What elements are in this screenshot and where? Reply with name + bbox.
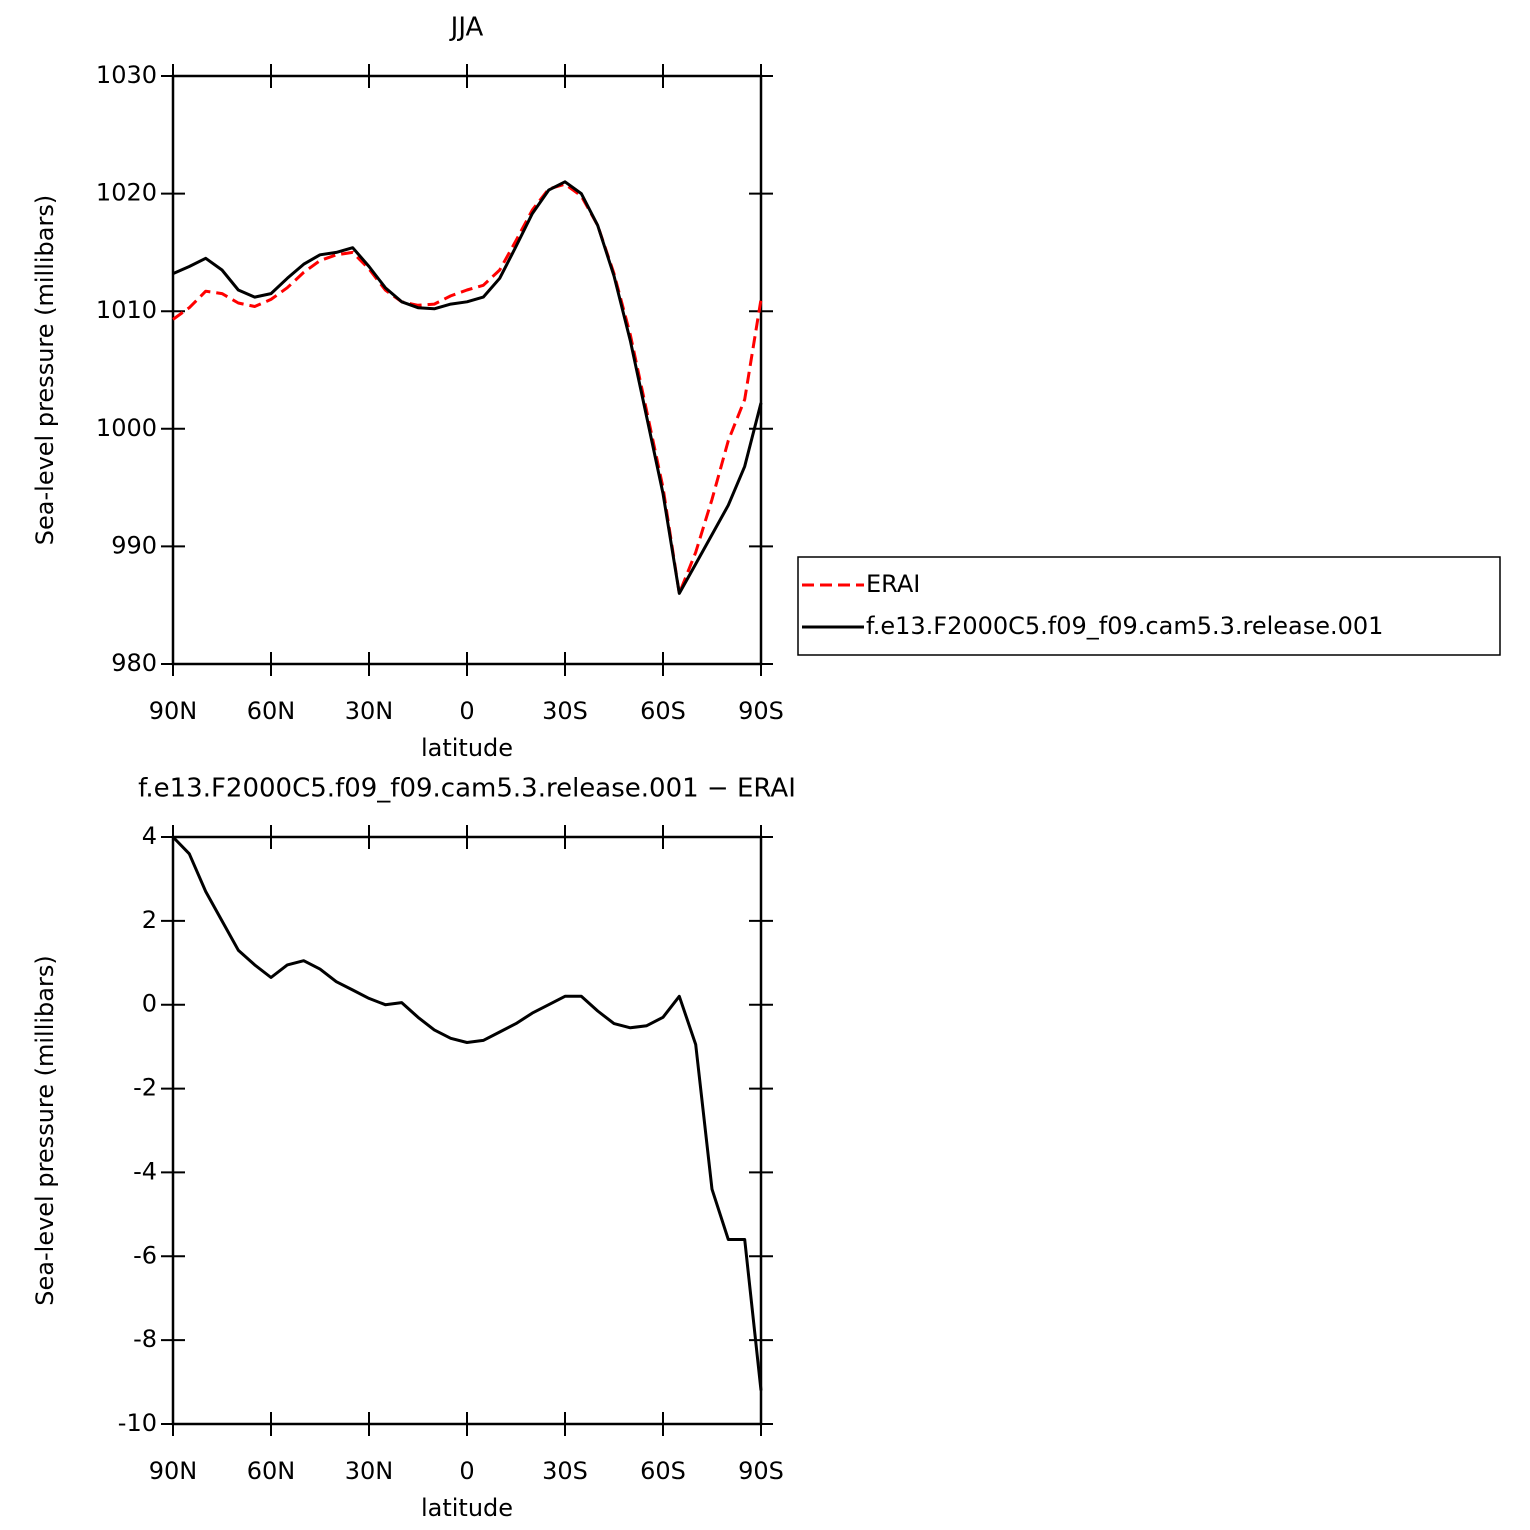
- y-tick-label: 1010: [96, 296, 157, 324]
- x-tick-label: 90N: [149, 1457, 198, 1485]
- y-tick-label: -2: [133, 1074, 157, 1102]
- x-tick-label: 0: [459, 1457, 474, 1485]
- y-tick-label: 2: [142, 906, 157, 934]
- y-tick-label: 0: [142, 990, 157, 1018]
- y-tick-label: -6: [133, 1241, 157, 1269]
- y-axis-label: Sea-level pressure (millibars): [31, 955, 59, 1305]
- x-tick-label: 90S: [738, 1457, 784, 1485]
- x-tick-label: 60N: [247, 1457, 296, 1485]
- data-line: [172, 180, 763, 595]
- data-line: [171, 835, 763, 1391]
- chart-title: f.e13.F2000C5.f09_f09.cam5.3.release.001…: [138, 774, 796, 804]
- legend-label: ERAI: [866, 570, 920, 598]
- y-tick-label: 990: [111, 531, 157, 559]
- y-axis-label: Sea-level pressure (millibars): [31, 195, 59, 545]
- x-tick-label: 60N: [247, 697, 296, 725]
- y-tick-label: 1020: [96, 179, 157, 207]
- x-axis-label: latitude: [421, 734, 513, 762]
- legend-box: [797, 556, 1501, 656]
- legend-label: f.e13.F2000C5.f09_f09.cam5.3.release.001: [866, 612, 1383, 640]
- chart-title: JJA: [449, 13, 484, 43]
- y-tick-label: 1000: [96, 414, 157, 442]
- plot-frame: [171, 74, 763, 666]
- x-tick-label: 30S: [542, 1457, 588, 1485]
- y-tick-label: -8: [133, 1325, 157, 1353]
- y-tick-label: -10: [118, 1409, 157, 1437]
- x-tick-label: 60S: [640, 1457, 686, 1485]
- y-tick-label: 4: [142, 822, 157, 850]
- x-tick-label: 0: [459, 697, 474, 725]
- x-tick-label: 30S: [542, 697, 588, 725]
- x-tick-label: 30N: [345, 697, 394, 725]
- x-tick-label: 60S: [640, 697, 686, 725]
- x-tick-label: 90N: [149, 697, 198, 725]
- y-tick-label: 980: [111, 649, 157, 677]
- x-axis-label: latitude: [421, 1494, 513, 1522]
- x-tick-label: 90S: [738, 697, 784, 725]
- y-tick-label: -4: [133, 1157, 157, 1185]
- y-tick-label: 1030: [96, 61, 157, 89]
- data-line: [172, 182, 763, 595]
- x-tick-label: 30N: [345, 1457, 394, 1485]
- plot-frame: [171, 835, 763, 1426]
